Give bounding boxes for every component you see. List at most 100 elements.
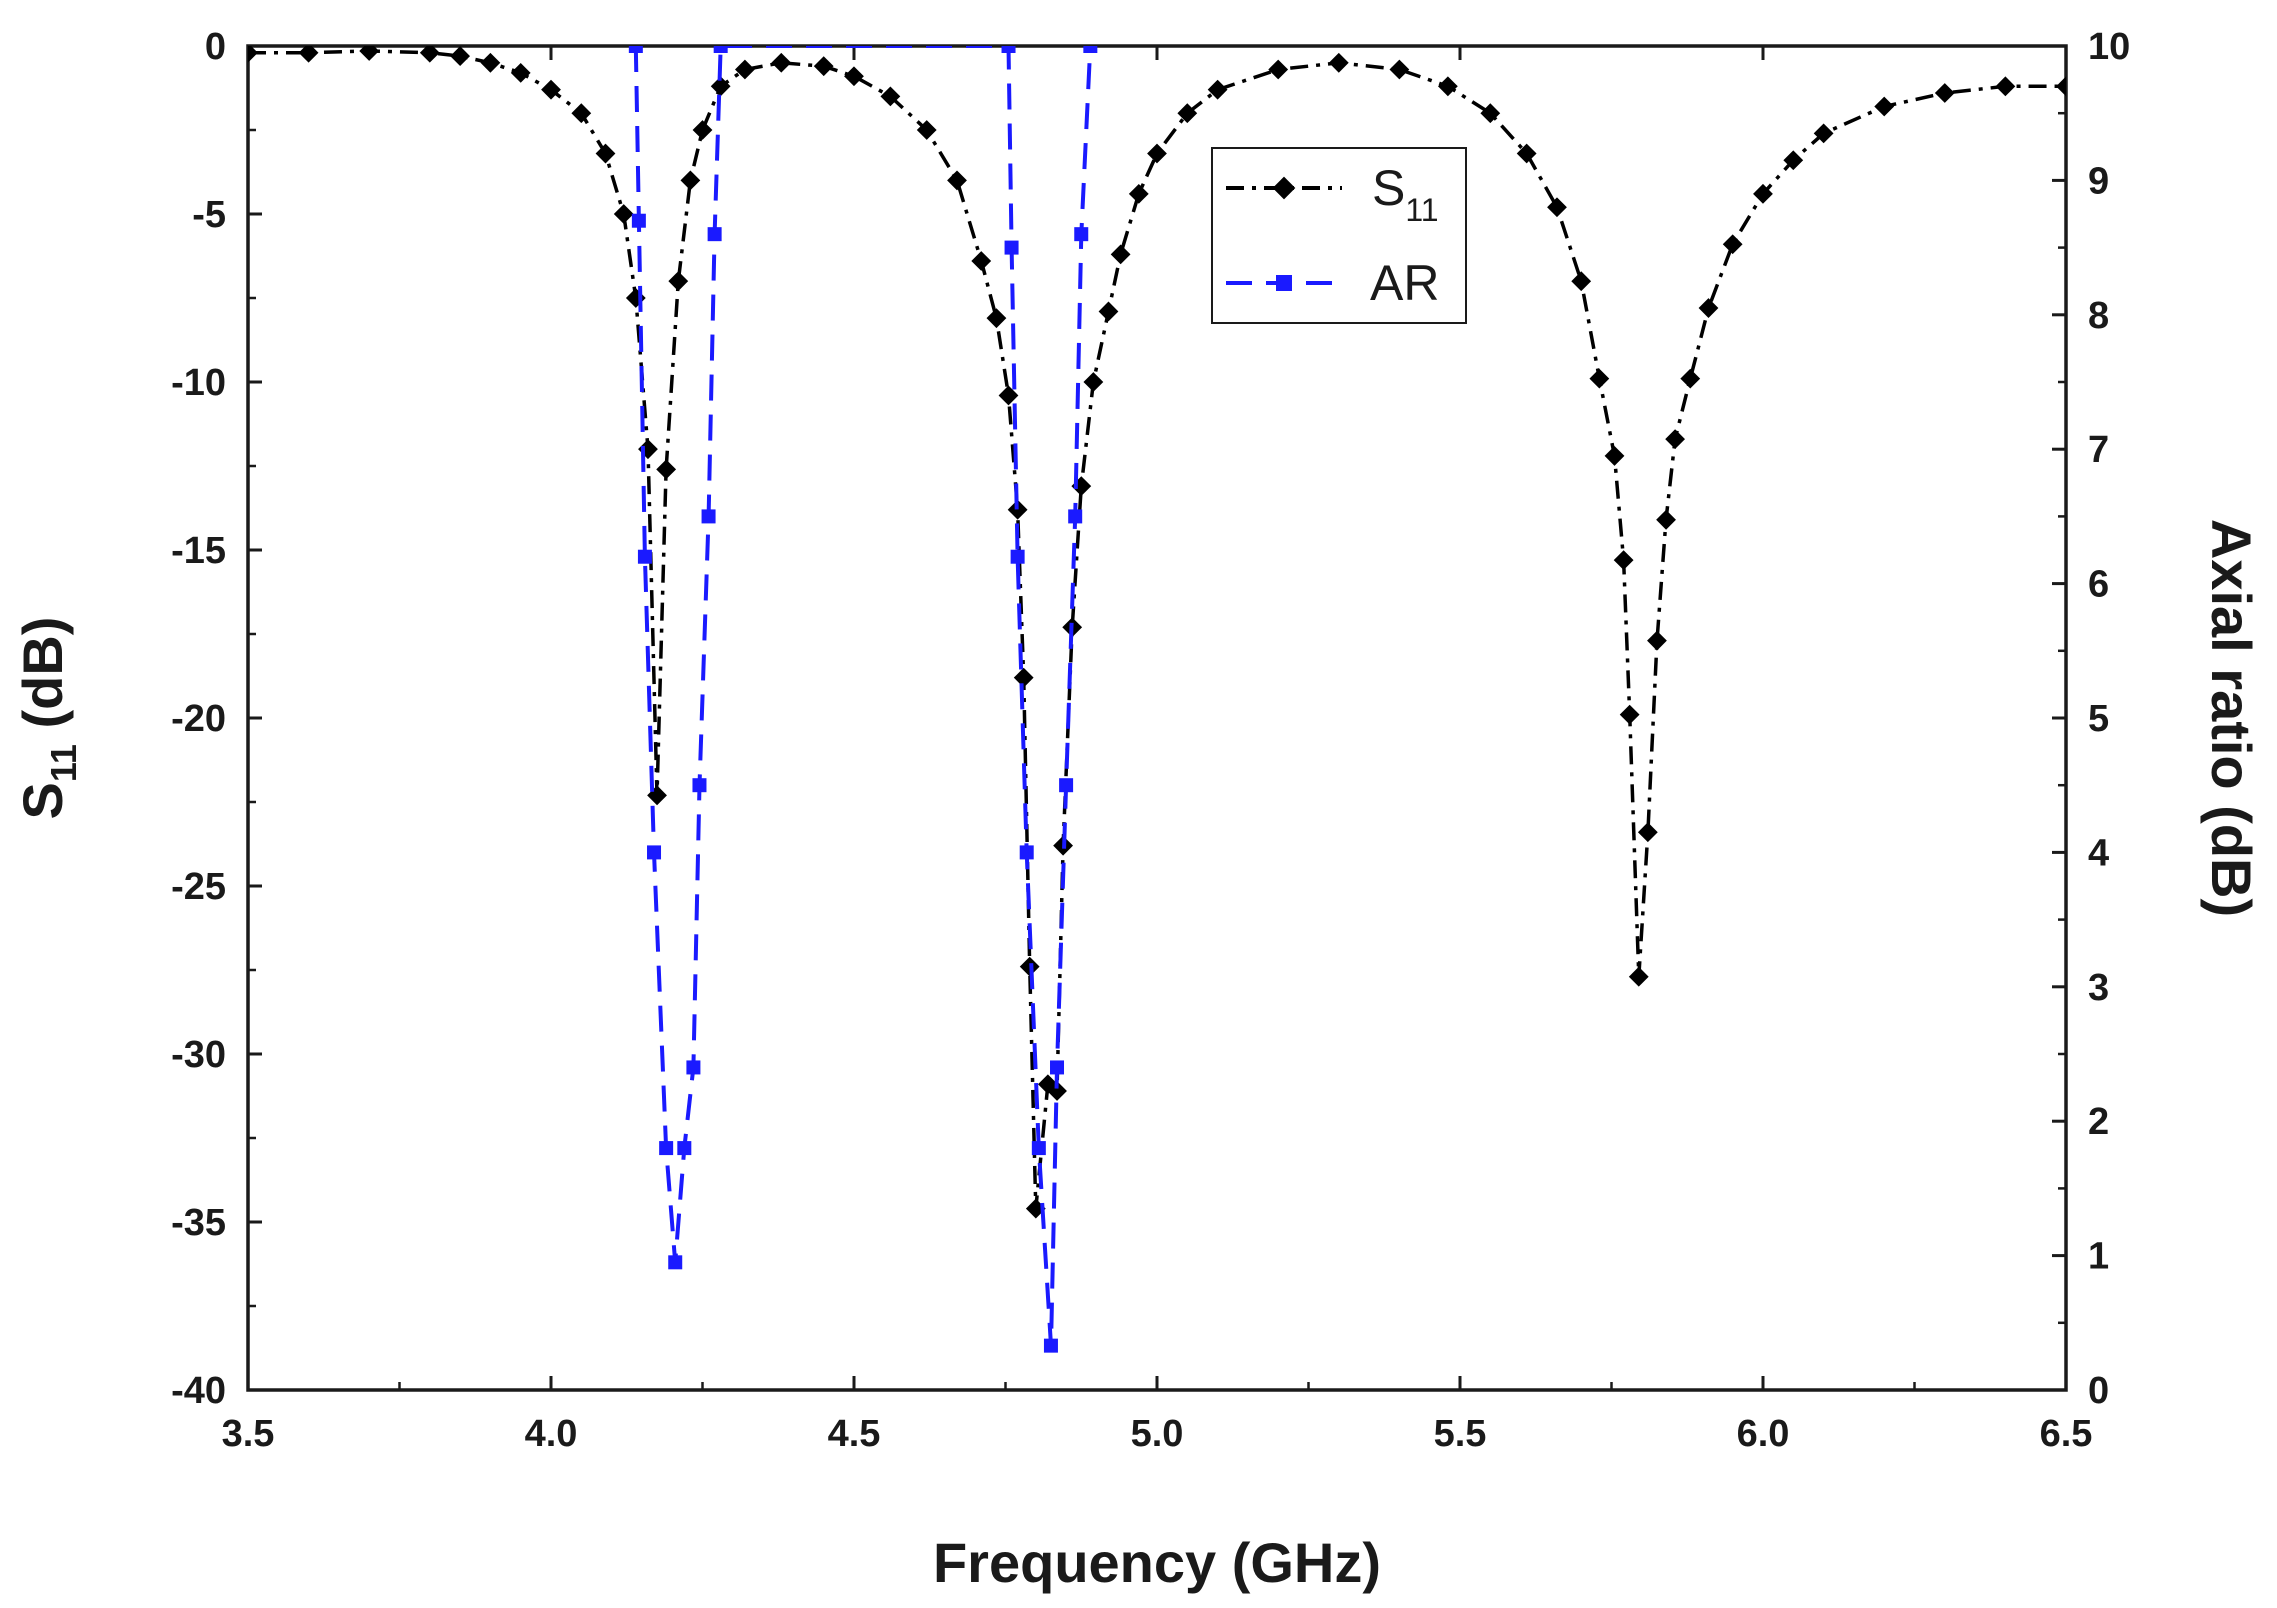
y-left-tick-label: -25	[171, 866, 226, 908]
s11-point	[1268, 59, 1289, 80]
y-left-tick-label: -30	[171, 1034, 226, 1076]
ar-point	[637, 549, 652, 564]
ar-point	[647, 845, 662, 860]
x-tick-label: 5.5	[1434, 1413, 1487, 1455]
s11-point	[998, 385, 1019, 406]
s11-point	[1604, 446, 1625, 466]
s11-point	[986, 308, 1007, 329]
y-right-tick-label: 0	[2088, 1370, 2109, 1412]
s11-point	[1083, 372, 1104, 392]
s11-point	[510, 62, 531, 83]
s11-point	[1480, 103, 1501, 124]
data-series	[248, 46, 2066, 1353]
ar-point	[1004, 240, 1019, 255]
series-line-ar	[633, 46, 1093, 1346]
y-right-tick-label: 5	[2088, 698, 2109, 740]
ar-point	[1074, 227, 1089, 242]
s11-point	[1995, 76, 2016, 97]
s11-point	[771, 52, 792, 73]
s11-point	[1007, 499, 1028, 520]
ar-point	[692, 778, 707, 793]
y-right-tick-label: 2	[2088, 1101, 2109, 1143]
y-right-tick-label: 3	[2088, 967, 2109, 1009]
s11-point	[1665, 429, 1686, 450]
s11-point	[1110, 244, 1131, 265]
s11-point	[1207, 79, 1228, 100]
s11-point	[541, 79, 561, 100]
s11-point	[1613, 550, 1634, 570]
s11-point	[735, 59, 755, 80]
y-left-tick-label: -35	[171, 1202, 226, 1244]
s11-point	[710, 76, 731, 97]
s11-point	[1047, 1081, 1067, 1101]
s11-point	[595, 143, 616, 164]
x-tick-label: 5.0	[1131, 1413, 1184, 1455]
ar-point	[631, 213, 646, 228]
s11-point	[1516, 143, 1537, 164]
legend-ar-label: AR	[1370, 255, 1439, 311]
ar-point	[1050, 1060, 1065, 1075]
tick-labels: 3.5 4.0 4.5 5.0 5.5 6.0 6.50-5-10-15-20-25-30-…	[171, 26, 2130, 1455]
y-right-tick-label: 4	[2088, 832, 2109, 874]
y-left-tick-label: -20	[171, 698, 226, 740]
legend: S11 AR	[1211, 147, 1467, 324]
ar-point	[1043, 1338, 1058, 1353]
s11-point	[656, 459, 677, 480]
ar-point	[1068, 509, 1083, 524]
plot-area	[246, 44, 2068, 1392]
ar-point	[1059, 778, 1074, 793]
legend-s11-label: S11	[1372, 160, 1439, 228]
s11-point	[1647, 630, 1667, 651]
s11-point	[813, 56, 834, 77]
y-right-tick-label: 6	[2088, 564, 2109, 606]
ar-point	[707, 227, 722, 242]
s11-point	[480, 52, 501, 73]
y-left-tick-label: -15	[171, 530, 226, 572]
ar-point	[668, 1255, 683, 1270]
s11-point	[1571, 271, 1592, 292]
tick-marks	[246, 44, 2068, 1392]
s11-point	[1389, 59, 1410, 80]
s11-point	[1628, 966, 1649, 987]
y-left-tick-label: 0	[205, 26, 226, 68]
y-left-tick-label: -40	[171, 1370, 226, 1412]
s11-point	[1177, 103, 1198, 124]
y-left-tick-label: -10	[171, 362, 226, 404]
y-left-axis-title: S11 (dB)	[11, 617, 84, 820]
s11-point	[1656, 509, 1676, 530]
x-tick-label: 4.5	[828, 1413, 881, 1455]
s11-point	[1547, 197, 1567, 218]
ar-point	[628, 46, 643, 53]
s11-point	[1637, 822, 1658, 843]
y-right-tick-label: 1	[2088, 1236, 2109, 1278]
ar-point	[1083, 46, 1098, 53]
y-left-title-main: S	[11, 782, 74, 819]
ar-point	[1001, 46, 1016, 53]
s11-point	[1328, 52, 1349, 73]
y-right-tick-label: 7	[2088, 429, 2109, 471]
x-tick-label: 4.0	[525, 1413, 578, 1455]
legend-box	[1211, 147, 1467, 324]
s11-point	[613, 204, 634, 224]
y-left-title-suffix: (dB)	[11, 617, 74, 745]
y-left-title-sub: 11	[43, 744, 84, 782]
series-line-s11	[248, 49, 2066, 1209]
ar-point	[1031, 1141, 1046, 1156]
s11-point	[248, 46, 258, 63]
legend-ar-marker	[1276, 275, 1292, 291]
ar-point	[1010, 549, 1025, 564]
ar-point	[686, 1060, 701, 1075]
s11-point	[1147, 143, 1167, 164]
ar-point	[677, 1141, 692, 1156]
y-left-tick-label: -5	[192, 194, 226, 236]
ar-point	[701, 509, 716, 524]
y-right-tick-label: 10	[2088, 26, 2130, 68]
ar-point	[1019, 845, 1034, 860]
y-right-tick-label: 9	[2088, 160, 2109, 202]
x-tick-label: 6.5	[2040, 1413, 2093, 1455]
y-right-axis-title: Axial ratio (dB)	[2200, 519, 2263, 917]
x-tick-label: 6.0	[1737, 1413, 1790, 1455]
ar-point	[659, 1141, 674, 1156]
ar-point	[713, 46, 728, 53]
